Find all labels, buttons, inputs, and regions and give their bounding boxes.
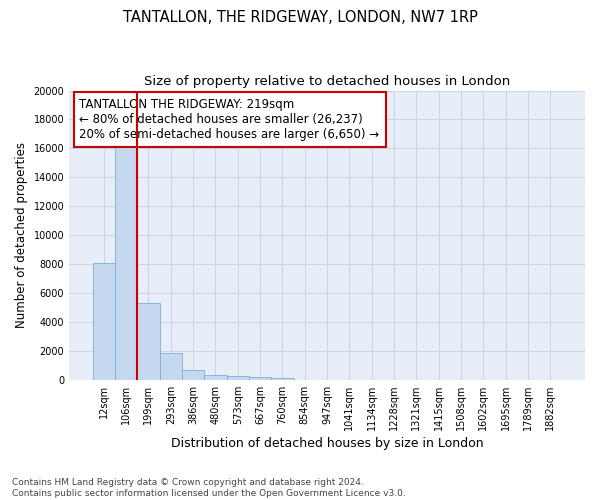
X-axis label: Distribution of detached houses by size in London: Distribution of detached houses by size …	[171, 437, 484, 450]
Text: Contains HM Land Registry data © Crown copyright and database right 2024.
Contai: Contains HM Land Registry data © Crown c…	[12, 478, 406, 498]
Bar	[204, 375, 227, 380]
Bar	[92, 262, 115, 380]
Bar	[182, 370, 204, 380]
Bar	[160, 353, 182, 380]
Text: TANTALLON THE RIDGEWAY: 219sqm
← 80% of detached houses are smaller (26,237)
20%: TANTALLON THE RIDGEWAY: 219sqm ← 80% of …	[79, 98, 380, 141]
Bar	[227, 376, 249, 380]
Bar	[271, 378, 293, 380]
Bar	[137, 303, 160, 380]
Y-axis label: Number of detached properties: Number of detached properties	[15, 142, 28, 328]
Title: Size of property relative to detached houses in London: Size of property relative to detached ho…	[144, 75, 510, 88]
Bar	[249, 377, 271, 380]
Text: TANTALLON, THE RIDGEWAY, LONDON, NW7 1RP: TANTALLON, THE RIDGEWAY, LONDON, NW7 1RP	[122, 10, 478, 25]
Bar	[115, 141, 137, 380]
